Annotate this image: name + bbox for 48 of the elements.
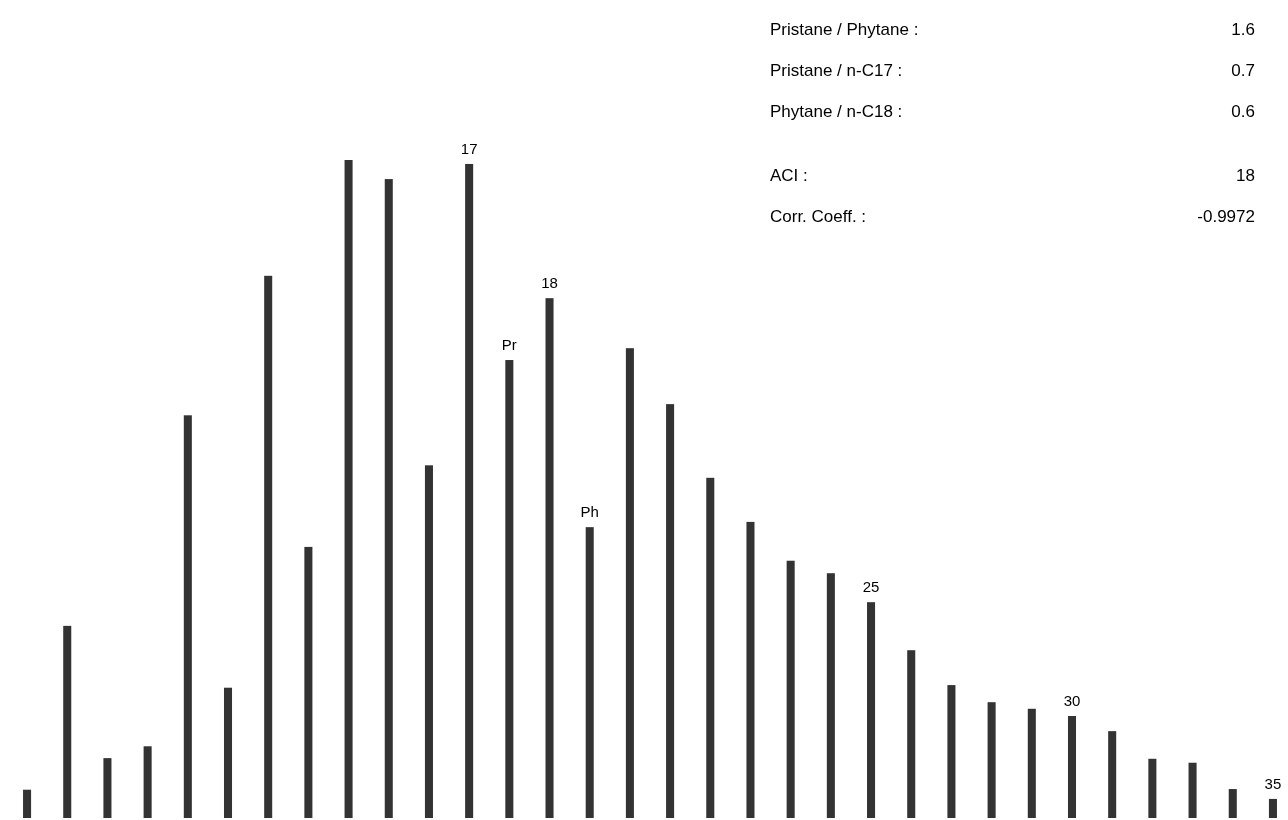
bar [1268, 798, 1277, 818]
bar [1148, 758, 1157, 818]
bar [987, 702, 996, 818]
bar [1228, 789, 1237, 818]
bar [1188, 762, 1197, 818]
bar [1027, 708, 1036, 818]
bar [666, 404, 675, 818]
bar [1067, 716, 1077, 818]
text: Pristane / Phytane : [770, 20, 919, 39]
bar [585, 527, 594, 818]
bar [867, 602, 876, 818]
bar [424, 465, 433, 818]
bar [907, 650, 916, 818]
text: Phytane / n-C18 : [770, 102, 903, 121]
bar [465, 163, 474, 818]
bar [545, 298, 554, 818]
text: 0.7 [1231, 61, 1255, 80]
x-tick-label: 17 [460, 139, 478, 157]
x-tick-label: Ph [580, 503, 599, 521]
bar [625, 348, 634, 818]
annotation: ACI : [770, 166, 808, 185]
annotation: Corr. Coeff. : [770, 207, 867, 226]
x-tick-label: Pr [501, 336, 517, 354]
x-tick-label: 30 [1063, 692, 1081, 710]
annotation: 18 [1236, 166, 1255, 185]
bar [63, 625, 72, 818]
x-tick-label: 35 [1264, 774, 1282, 792]
bar [786, 560, 795, 818]
text: 0.6 [1231, 102, 1255, 121]
bar [826, 573, 835, 818]
bar [746, 521, 755, 818]
bar [344, 160, 353, 818]
bar [183, 415, 192, 818]
bar [103, 758, 112, 818]
text: Pristane / n-C17 : [770, 61, 903, 80]
bar [947, 685, 956, 818]
bar [384, 179, 393, 818]
bar [143, 746, 152, 818]
annotation: -0.9972 [1197, 207, 1255, 226]
bar [304, 546, 313, 818]
bar [23, 789, 32, 818]
bar [505, 360, 514, 818]
bar [223, 687, 233, 818]
text: 1.6 [1231, 20, 1255, 39]
x-tick-label: 25 [862, 578, 880, 596]
bar [264, 275, 273, 818]
bar [1108, 731, 1117, 818]
bar [706, 477, 715, 818]
